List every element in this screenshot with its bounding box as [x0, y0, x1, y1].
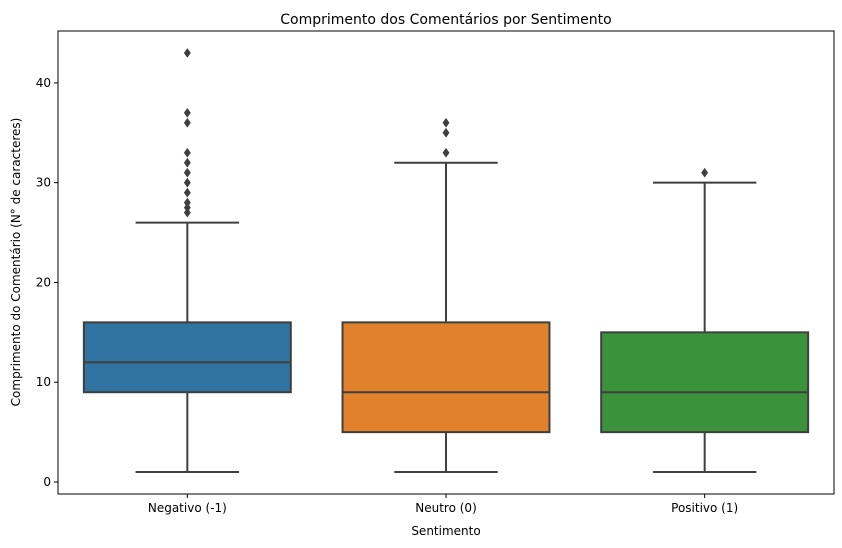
y-tick-label: 0: [43, 475, 51, 489]
x-tick-label: Negativo (-1): [148, 501, 227, 515]
outlier-point: [183, 207, 191, 218]
y-tick-label: 40: [36, 76, 51, 90]
outlier-point: [183, 117, 191, 128]
outlier-point: [183, 202, 191, 213]
chart-title: Comprimento dos Comentários por Sentimen…: [280, 12, 611, 28]
outlier-point: [183, 197, 191, 208]
y-tick-label: 30: [36, 176, 51, 190]
x-tick-label: Neutro (0): [415, 501, 477, 515]
box-series: [82, 48, 810, 474]
x-axis-label: Sentimento: [411, 524, 480, 538]
outlier-point: [701, 167, 709, 178]
outlier-point: [183, 157, 191, 168]
outlier-point: [442, 127, 450, 138]
y-axis-label: Comprimento do Comentário (N° de caracte…: [9, 118, 23, 407]
box-group: [341, 117, 551, 474]
outlier-point: [183, 107, 191, 118]
y-tick-label: 20: [36, 275, 51, 289]
x-tick-label: Positivo (1): [671, 501, 738, 515]
outlier-point: [183, 167, 191, 178]
box-group: [82, 48, 292, 474]
iqr-box: [600, 331, 810, 434]
iqr-box: [82, 321, 292, 394]
outlier-point: [183, 187, 191, 198]
x-axis: Negativo (-1) Neutro (0) Positivo (1): [148, 494, 738, 515]
y-tick-label: 10: [36, 375, 51, 389]
iqr-box: [341, 321, 551, 434]
y-axis: 0 10 20 30 40: [36, 76, 58, 489]
outlier-point: [442, 117, 450, 128]
outlier-point: [183, 147, 191, 158]
box-group: [600, 167, 810, 474]
outlier-point: [183, 48, 191, 58]
outlier-point: [442, 147, 450, 158]
outlier-point: [183, 177, 191, 188]
